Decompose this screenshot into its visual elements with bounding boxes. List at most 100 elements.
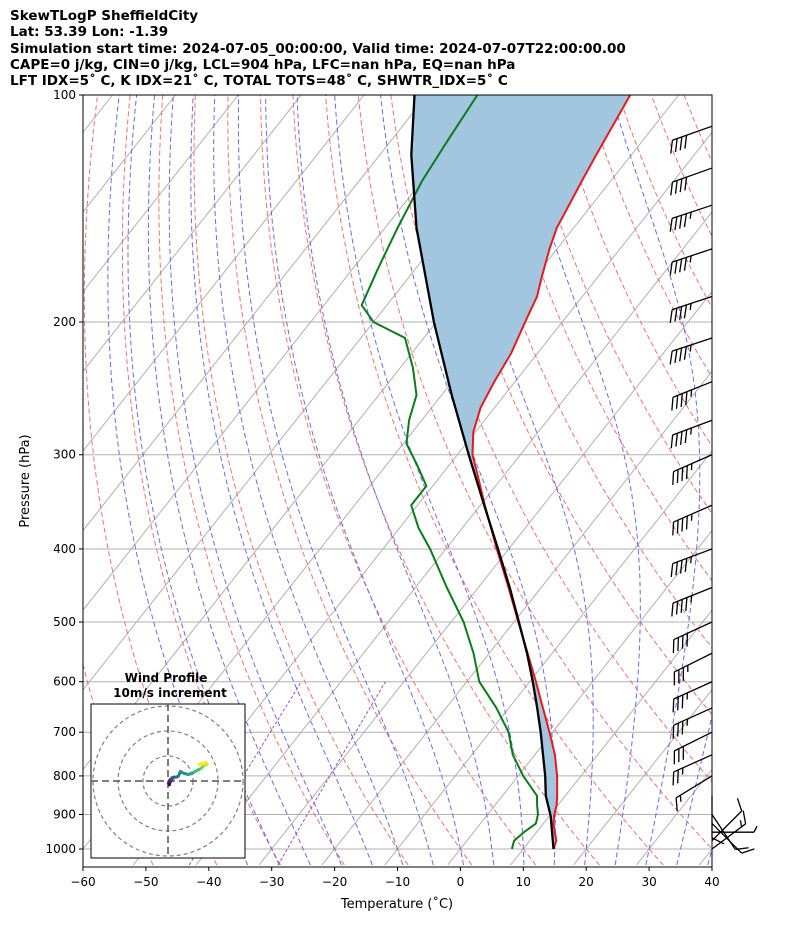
y-tick-label: 400 bbox=[53, 542, 76, 556]
wind-barb bbox=[673, 652, 713, 686]
moist-adiabat bbox=[676, 713, 712, 866]
wind-barb bbox=[669, 337, 713, 365]
wind-barb bbox=[669, 204, 713, 232]
hodograph bbox=[91, 704, 245, 858]
isotherm-line bbox=[321, 370, 712, 866]
hodograph-segment bbox=[197, 762, 204, 766]
y-axis-label: Pressure (hPa) bbox=[18, 434, 33, 527]
moist-adiabat bbox=[168, 95, 342, 866]
wind-barb bbox=[711, 798, 743, 842]
dry-adiabat bbox=[325, 95, 664, 866]
x-tick-label: −10 bbox=[385, 875, 410, 889]
x-tick-label: −50 bbox=[133, 875, 158, 889]
wind-barb bbox=[711, 795, 725, 845]
wind-barb bbox=[669, 295, 713, 324]
y-tick-label: 500 bbox=[53, 615, 76, 629]
isotherm-line bbox=[384, 450, 712, 866]
mixing-ratio-line bbox=[277, 681, 386, 866]
y-tick-label: 200 bbox=[53, 315, 76, 329]
wind-barb bbox=[711, 814, 749, 851]
dry-adiabat bbox=[357, 95, 712, 850]
isotherm-line bbox=[195, 211, 712, 866]
cin-area bbox=[411, 95, 631, 849]
x-tick-label: −40 bbox=[196, 875, 221, 889]
dry-adiabat bbox=[553, 95, 712, 447]
dry-adiabat bbox=[488, 95, 712, 582]
wind-barb bbox=[672, 621, 713, 653]
index-line: LFT IDX=5˚ C, K IDX=21˚ C, TOTAL TOTS=48… bbox=[10, 73, 508, 90]
wind-barb bbox=[670, 125, 713, 154]
wind-barb bbox=[672, 681, 713, 713]
x-tick-label: 20 bbox=[579, 875, 594, 889]
wind-barb bbox=[669, 248, 713, 276]
wind-barb bbox=[711, 823, 755, 854]
location-line: Lat: 53.39 Lon: -1.39 bbox=[10, 24, 169, 41]
dry-adiabat bbox=[749, 95, 794, 865]
y-tick-label: 1000 bbox=[45, 842, 76, 856]
cape-line: CAPE=0 j/kg, CIN=0 j/kg, LCL=904 hPa, LF… bbox=[10, 56, 516, 73]
dry-adiabat bbox=[227, 95, 473, 866]
moist-adiabat bbox=[610, 95, 701, 866]
x-tick-label: 30 bbox=[641, 875, 656, 889]
moist-adiabat bbox=[237, 95, 434, 866]
moist-adiabat bbox=[213, 95, 404, 866]
profile-lines bbox=[360, 95, 632, 850]
wind-barb bbox=[671, 586, 713, 617]
wind-barb bbox=[670, 167, 713, 196]
inset-subtitle: 10m/s increment bbox=[113, 686, 227, 700]
x-tick-label: 40 bbox=[704, 875, 719, 889]
dry-adiabat bbox=[455, 95, 712, 649]
dry-adiabat bbox=[422, 95, 712, 716]
wind-barb bbox=[672, 707, 713, 739]
wind-barb bbox=[670, 419, 713, 449]
isotherm-line bbox=[83, 95, 428, 532]
chart-header: SkewTLogP SheffieldCity Lat: 53.39 Lon: … bbox=[10, 8, 626, 89]
parcel-line bbox=[410, 95, 555, 850]
wind-barb bbox=[675, 775, 713, 812]
axis-ticks: −60 −50 −40 −30 −20 −10 0 10 20 30 40 1000 900 800 700… bbox=[45, 88, 719, 889]
wind-barb bbox=[671, 381, 713, 411]
moist-adiabat bbox=[707, 846, 712, 866]
dry-adiabat bbox=[585, 95, 712, 379]
isotherm-line bbox=[83, 95, 239, 293]
wind-barb bbox=[672, 454, 713, 485]
isotherm-line bbox=[636, 768, 712, 866]
wind-barb bbox=[672, 504, 713, 536]
wind-barb bbox=[672, 754, 713, 786]
moist-adiabat bbox=[334, 95, 525, 865]
y-tick-label: 100 bbox=[53, 88, 76, 102]
isotherm-line bbox=[573, 688, 712, 866]
wind-barb bbox=[673, 731, 713, 765]
x-axis-label: Temperature (˚C) bbox=[340, 896, 453, 912]
dry-adiabat bbox=[782, 95, 794, 865]
moist-adiabat bbox=[190, 95, 373, 866]
isotherm-line bbox=[258, 290, 712, 866]
dry-adiabat bbox=[618, 95, 712, 309]
dewpoint-line bbox=[360, 95, 540, 850]
x-tick-label: −30 bbox=[259, 875, 284, 889]
isotherm-line bbox=[83, 95, 365, 452]
cape-shading bbox=[411, 95, 631, 849]
wind-barb bbox=[670, 548, 713, 578]
time-line: Simulation start time: 2024-07-05_00:00:… bbox=[10, 40, 626, 57]
dry-adiabat bbox=[193, 95, 409, 866]
isotherm-line bbox=[83, 95, 302, 373]
x-tick-label: −20 bbox=[322, 875, 347, 889]
moist-adiabat bbox=[437, 95, 594, 866]
dry-adiabat bbox=[121, 95, 281, 866]
x-tick-label: 10 bbox=[516, 875, 531, 889]
y-tick-label: 900 bbox=[53, 807, 76, 821]
moist-adiabat bbox=[147, 95, 311, 866]
wind-barb bbox=[711, 810, 747, 850]
y-tick-label: 300 bbox=[53, 448, 76, 462]
isotherm-line bbox=[510, 609, 712, 866]
moist-adiabat bbox=[296, 95, 495, 866]
moist-adiabat bbox=[127, 95, 280, 866]
dry-adiabat bbox=[683, 95, 712, 163]
dry-adiabat bbox=[259, 95, 537, 866]
dry-adiabat bbox=[717, 95, 794, 865]
y-tick-label: 600 bbox=[53, 675, 76, 689]
dry-adiabat bbox=[292, 95, 600, 866]
y-tick-label: 700 bbox=[53, 725, 76, 739]
